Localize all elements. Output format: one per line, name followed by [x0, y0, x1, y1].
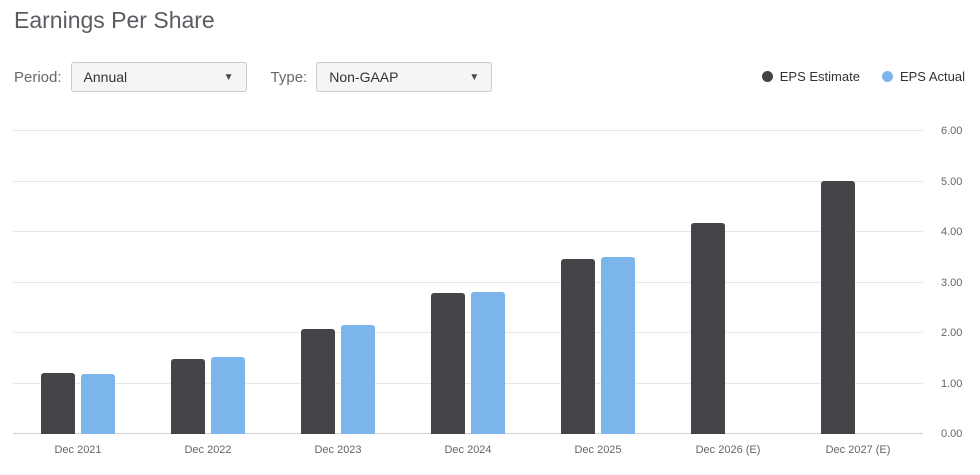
type-select-value: Non-GAAP [329, 69, 399, 85]
bar-actual-dec-2024 [471, 292, 505, 434]
bar-actual-dec-2021 [81, 374, 115, 434]
type-select[interactable]: Non-GAAP ▼ [316, 62, 493, 92]
gridline [13, 180, 923, 182]
x-axis-tick-label: Dec 2021 [54, 444, 102, 456]
gridline [13, 332, 923, 333]
legend-item-estimate[interactable]: EPS Estimate [761, 69, 860, 84]
chart-controls: Period: Annual ▼ Type: Non-GAAP ▼ [14, 62, 493, 92]
y-axis-tick-label: 3.00 [941, 276, 963, 289]
bar-estimate-dec-2022 [171, 359, 205, 434]
gridline [13, 231, 923, 232]
x-axis-tick-label: Dec 2022 [184, 444, 232, 456]
x-axis-tick-label: Dec 2026 (E) [695, 444, 761, 456]
x-axis-tick-label: Dec 2023 [314, 444, 362, 456]
bar-chart-plot-area [13, 130, 923, 434]
bar-estimate-dec-2023 [301, 329, 335, 434]
legend-label: EPS Actual [899, 69, 965, 84]
legend-item-actual[interactable]: EPS Actual [881, 69, 965, 84]
bar-estimate-dec-2027-e- [821, 181, 855, 434]
y-axis-tick-label: 1.00 [941, 377, 963, 390]
legend-marker-icon [881, 71, 893, 82]
period-select-value: Annual [83, 69, 128, 85]
bar-estimate-dec-2021 [41, 373, 75, 434]
chevron-down-icon: ▼ [469, 71, 480, 83]
y-axis-tick-label: 4.00 [941, 226, 963, 238]
y-axis-labels: 0.00 1.00 2.00 3.00 4.00 5.00 6.00 [941, 125, 979, 440]
x-axis-tick-label: Dec 2027 (E) [825, 444, 891, 456]
gridline [13, 433, 923, 434]
period-select[interactable]: Annual ▼ [70, 62, 247, 92]
x-axis-tick-label: Dec 2024 [444, 444, 492, 456]
legend-label: EPS Estimate [779, 69, 860, 84]
bar-actual-dec-2023 [341, 325, 375, 434]
page-title: Earnings Per Share [14, 7, 215, 33]
bar-actual-dec-2022 [211, 357, 245, 434]
x-axis-tick-label: Dec 2025 [574, 444, 622, 456]
bar-estimate-dec-2025 [561, 259, 595, 434]
gridline [13, 281, 923, 283]
bar-estimate-dec-2026-e- [691, 223, 725, 434]
y-axis-tick-label: 6.00 [941, 125, 963, 137]
legend-marker-icon [761, 71, 773, 82]
y-axis-tick-label: 2.00 [941, 327, 963, 339]
y-axis-tick-label: 5.00 [941, 175, 963, 188]
chart-legend: EPS Estimate EPS Actual [761, 69, 965, 84]
type-label: Type: [270, 68, 308, 86]
bar-estimate-dec-2024 [431, 293, 465, 434]
x-axis-labels: Dec 2021 Dec 2022 Dec 2023 Dec 2024 Dec 2025… [13, 444, 923, 460]
y-axis-tick-label: 0.00 [941, 428, 963, 440]
chevron-down-icon: ▼ [223, 71, 234, 83]
period-label: Period: [14, 68, 62, 86]
bar-actual-dec-2025 [601, 257, 635, 434]
gridline [13, 382, 923, 384]
gridline [13, 130, 923, 131]
